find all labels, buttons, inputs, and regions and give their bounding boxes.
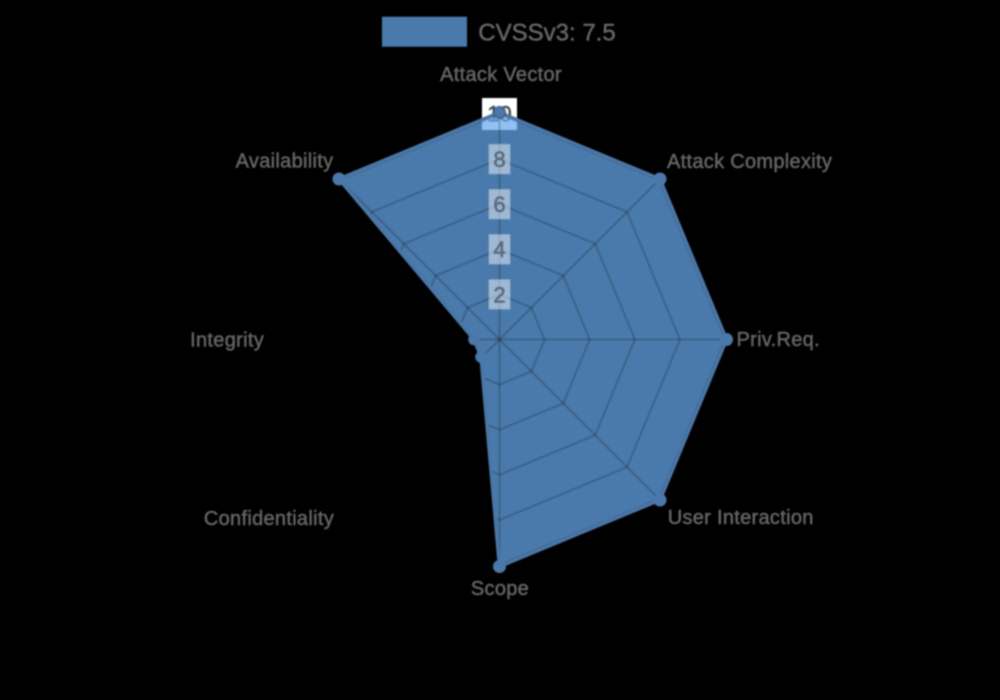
svg-text:CVSSv3: 7.5: CVSSv3: 7.5 xyxy=(478,19,615,46)
svg-text:User Interaction: User Interaction xyxy=(668,507,814,529)
svg-text:8: 8 xyxy=(493,147,505,172)
svg-text:Attack Complexity: Attack Complexity xyxy=(667,151,832,173)
svg-text:Availability: Availability xyxy=(236,151,334,173)
svg-text:Scope: Scope xyxy=(471,578,529,600)
svg-text:Priv.Req.: Priv.Req. xyxy=(737,329,820,351)
svg-text:Confidentiality: Confidentiality xyxy=(204,508,334,530)
svg-text:4: 4 xyxy=(493,237,505,262)
svg-text:2: 2 xyxy=(493,282,505,307)
svg-text:Attack Vector: Attack Vector xyxy=(440,64,562,86)
svg-text:Integrity: Integrity xyxy=(190,330,264,352)
svg-text:6: 6 xyxy=(493,192,505,217)
